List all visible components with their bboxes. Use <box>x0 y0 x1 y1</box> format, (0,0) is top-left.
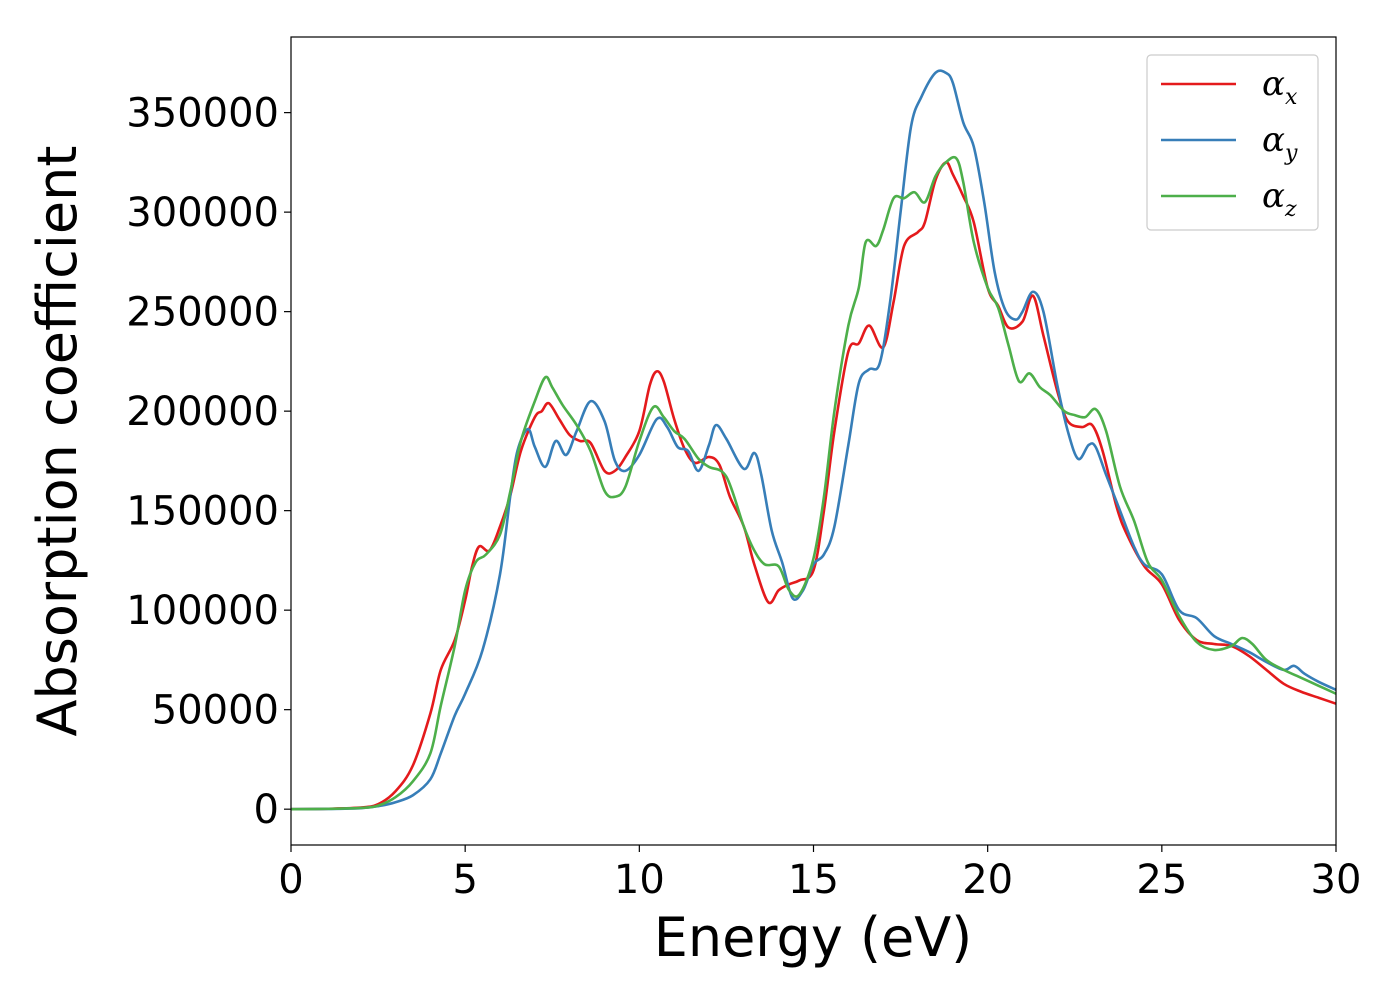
series-line-x <box>290 161 1337 811</box>
x-axis-title: Energy (eV) <box>654 906 973 969</box>
legend-box <box>1146 54 1319 231</box>
x-axis: 0 5 10 15 20 25 30 <box>278 845 1361 903</box>
y-tick-label: 0 <box>254 787 279 833</box>
series-line-z <box>290 155 1337 811</box>
x-tick-label: 10 <box>614 857 665 903</box>
y-tick-label: 100000 <box>126 588 279 634</box>
y-axis-title: Absorption coefficient <box>26 146 89 737</box>
x-tick-label: 5 <box>452 857 477 903</box>
y-tick-label: 150000 <box>126 489 279 535</box>
x-tick-label: 15 <box>788 857 839 903</box>
x-tick-label: 0 <box>278 857 303 903</box>
series-layer <box>290 69 1337 811</box>
y-axis: 0 50000 100000 150000 200000 250000 300000 3500… <box>126 91 291 833</box>
x-tick-label: 30 <box>1311 857 1362 903</box>
y-tick-label: 50000 <box>152 688 279 734</box>
y-tick-label: 300000 <box>126 190 279 236</box>
x-tick-label: 20 <box>962 857 1013 903</box>
y-tick-label: 250000 <box>126 290 279 336</box>
y-tick-label: 350000 <box>126 91 279 137</box>
y-tick-label: 200000 <box>126 389 279 435</box>
x-tick-label: 25 <box>1136 857 1187 903</box>
series-line-y <box>290 69 1337 811</box>
